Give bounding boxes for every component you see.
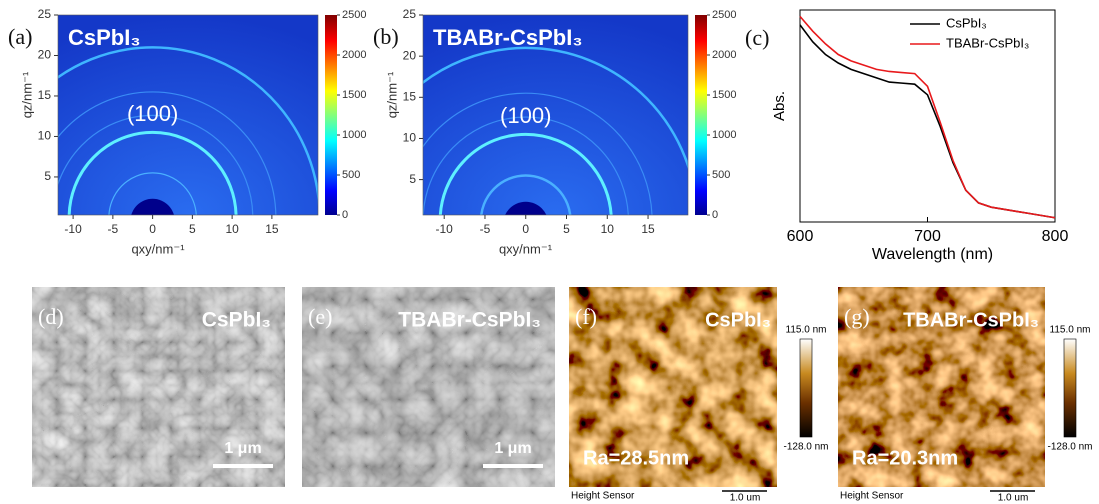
footer: Height Sensor [571, 491, 635, 502]
x-tick-label: 5 [563, 222, 570, 236]
x-tick-label: -10 [64, 222, 82, 236]
y-tick-label: 10 [38, 129, 52, 143]
panel-label: (e) [308, 304, 332, 329]
x-tick-label: 5 [189, 222, 196, 236]
x-axis-label: qxy/nm⁻¹ [131, 241, 185, 256]
colorbar-label: 2000 [342, 49, 366, 61]
colorbar-label: 2500 [342, 9, 366, 21]
colorbar-label: 1000 [712, 129, 736, 141]
x-tick-label: 10 [601, 222, 615, 236]
colorbar-min: -128.0 nm [1047, 442, 1092, 453]
colorbar-label: 1500 [712, 89, 736, 101]
panel-label: (b) [373, 24, 399, 49]
scale-bar-label: 1 μm [494, 440, 531, 457]
footer: Height Sensor [840, 491, 904, 502]
x-tick-label: 10 [225, 222, 239, 236]
y-axis-label: Abs. [771, 91, 788, 121]
x-tick-label: 600 [787, 228, 814, 245]
y-tick-label: 25 [38, 7, 52, 21]
colorbar-label: 1000 [342, 129, 366, 141]
scale-bar-label: 1.0 um [998, 493, 1029, 504]
panel-label: (d) [38, 304, 64, 329]
colorbar-label: 2000 [712, 49, 736, 61]
peak-annotation: (100) [127, 101, 178, 126]
y-tick-label: 10 [403, 131, 417, 145]
colorbar-max: 115.0 nm [786, 325, 827, 336]
x-tick-label: -5 [480, 222, 491, 236]
colorbar-label: 500 [342, 169, 360, 181]
legend-label: TBABr-CsPbI₃ [946, 35, 1029, 50]
panel-title: TBABr-CsPbI₃ [398, 309, 541, 332]
scale-bar [483, 464, 543, 468]
colorbar [800, 339, 812, 437]
panel-title: CsPbI₃ [68, 25, 141, 50]
scale-bar-label: 1 μm [224, 440, 261, 457]
colorbar-label: 0 [342, 209, 348, 221]
colorbar [325, 15, 337, 215]
y-axis-label: qz/nm⁻¹ [384, 71, 399, 118]
x-tick-label: 700 [914, 228, 941, 245]
x-tick-label: 15 [265, 222, 279, 236]
roughness: Ra=28.5nm [583, 447, 689, 469]
y-tick-label: 5 [44, 169, 51, 183]
figure: -10 -5 0 5 10 15 5 10 15 20 25 qxy/nm⁻¹ qz/nm⁻¹ (a) Cs… [0, 0, 1099, 504]
colorbar [1064, 339, 1076, 437]
y-tick-label: 5 [409, 172, 416, 186]
panel-title: TBABr-CsPbI₃ [433, 25, 583, 50]
legend-label: CsPbI₃ [946, 15, 987, 30]
x-axis-label: qxy/nm⁻¹ [499, 241, 553, 256]
panel-title: CsPbI₃ [705, 309, 771, 331]
colorbar-max: 115.0 nm [1050, 325, 1091, 336]
y-tick-label: 20 [38, 48, 52, 62]
x-tick-label: -10 [436, 222, 454, 236]
x-tick-label: 0 [149, 222, 156, 236]
panel-label: (f) [575, 304, 597, 329]
x-tick-label: -5 [108, 222, 119, 236]
y-axis-label: qz/nm⁻¹ [19, 71, 34, 118]
y-tick-label: 15 [403, 89, 417, 103]
panel-label: (g) [844, 304, 870, 329]
y-tick-label: 15 [38, 88, 52, 102]
scale-bar-label: 1.0 um [730, 493, 761, 504]
x-tick-label: 800 [1042, 228, 1069, 245]
colorbar-min: -128.0 nm [783, 442, 828, 453]
colorbar-label: 0 [712, 209, 718, 221]
x-tick-label: 15 [641, 222, 655, 236]
colorbar-label: 2500 [712, 9, 736, 21]
roughness: Ra=20.3nm [852, 447, 958, 469]
y-tick-label: 25 [403, 7, 417, 21]
x-axis-label: Wavelength (nm) [872, 246, 993, 263]
panel-title: TBABr-CsPbI₃ [903, 309, 1039, 331]
peak-annotation: (100) [500, 103, 551, 128]
y-tick-label: 20 [403, 48, 417, 62]
panel-label: (a) [8, 24, 32, 49]
panel-label: (c) [745, 25, 769, 50]
colorbar [695, 15, 707, 215]
panel-title: CsPbI₃ [202, 309, 271, 332]
colorbar-label: 500 [712, 169, 730, 181]
colorbar-label: 1500 [342, 89, 366, 101]
x-tick-label: 0 [522, 222, 529, 236]
scale-bar [213, 464, 273, 468]
